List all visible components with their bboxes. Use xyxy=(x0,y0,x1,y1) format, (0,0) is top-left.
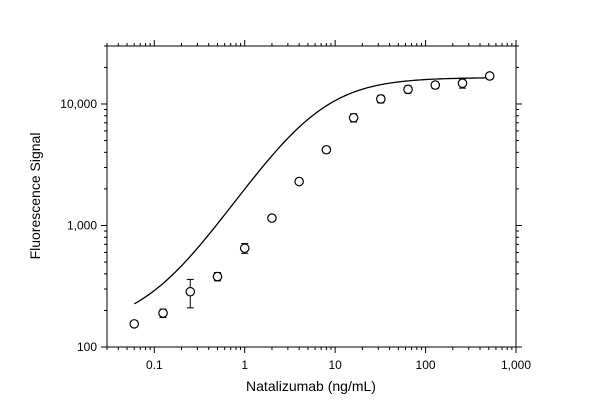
data-point xyxy=(212,271,223,282)
point-marker xyxy=(239,243,250,254)
x-tick-label: 1,000 xyxy=(501,358,531,372)
data-point xyxy=(158,308,168,318)
point-marker xyxy=(376,94,386,104)
y-axis-label: Fluorescence Signal xyxy=(27,133,43,260)
y-tick-label: 1,000 xyxy=(67,218,97,232)
point-marker xyxy=(321,144,332,155)
x-tick-label: 10 xyxy=(328,358,342,372)
data-point xyxy=(484,71,495,81)
x-axis-label: Natalizumab (ng/mL) xyxy=(246,378,376,394)
point-marker xyxy=(158,308,168,318)
data-point xyxy=(239,243,250,254)
point-marker xyxy=(129,319,140,329)
data-point xyxy=(321,144,332,155)
point-marker xyxy=(403,84,413,95)
point-marker xyxy=(185,286,196,297)
point-marker xyxy=(212,271,223,282)
data-points xyxy=(129,71,495,329)
point-marker xyxy=(267,213,277,223)
data-point xyxy=(129,319,140,329)
x-axis-ticks: 0.1 1 10 100 1,000 xyxy=(106,40,531,372)
data-point xyxy=(376,94,386,104)
point-marker xyxy=(430,80,441,90)
point-marker xyxy=(348,112,359,123)
point-marker xyxy=(294,176,304,187)
data-point xyxy=(457,78,468,89)
y-tick-label: 10,000 xyxy=(60,97,97,111)
data-point xyxy=(430,80,441,90)
data-point xyxy=(403,84,413,95)
data-point xyxy=(348,112,359,123)
x-tick-label: 0.1 xyxy=(146,358,163,372)
data-point xyxy=(294,176,304,187)
data-point xyxy=(267,213,277,223)
y-axis-ticks: 100 1,000 10,000 xyxy=(60,45,522,354)
plot-frame xyxy=(106,45,517,348)
data-point xyxy=(185,278,196,309)
point-marker xyxy=(457,78,468,89)
y-tick-label: 100 xyxy=(77,340,97,354)
fit-curve xyxy=(133,77,490,305)
point-marker xyxy=(484,71,495,81)
x-tick-label: 100 xyxy=(416,358,436,372)
x-tick-label: 1 xyxy=(241,358,248,372)
